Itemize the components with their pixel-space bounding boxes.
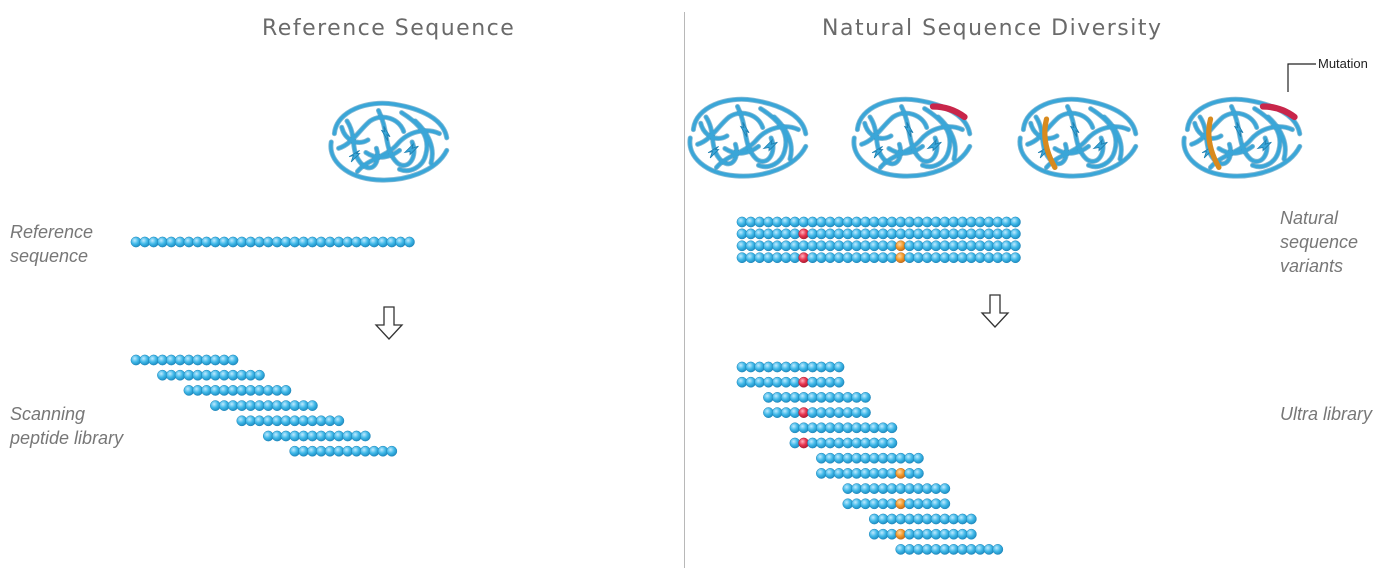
residue-bead <box>939 498 951 510</box>
protein-structure-icon <box>687 96 809 179</box>
protein-structure-icon <box>328 100 450 183</box>
residue-bead <box>1010 240 1021 252</box>
scanning-label-line-1: Scanning <box>10 404 86 424</box>
residue-bead <box>833 361 845 373</box>
residue-bead <box>404 236 415 248</box>
residue-bead <box>913 452 924 464</box>
natural-variants-label: Natural sequence variants <box>1280 206 1358 278</box>
scanning-library-label: Scanning peptide library <box>10 402 123 450</box>
reference-label-line-2: sequence <box>10 246 89 266</box>
residue-bead <box>913 468 924 479</box>
protein-structure-icon <box>1181 96 1303 179</box>
residue-bead <box>359 430 371 442</box>
residue-bead <box>1010 228 1021 240</box>
residue-bead <box>227 354 239 366</box>
reference-title: Reference Sequence <box>262 16 516 41</box>
ultra-library-label: Ultra library <box>1280 404 1373 424</box>
reference-label-line-1: Reference <box>10 222 94 242</box>
variants-label-line-3: variants <box>1280 256 1344 276</box>
variants-label-line-1: Natural <box>1280 208 1339 228</box>
down-arrow-icon <box>374 306 404 340</box>
mutation-label: Mutation <box>1318 56 1368 71</box>
down-arrow-icon <box>980 294 1010 328</box>
residue-bead <box>992 544 1004 555</box>
protein-structure-icon <box>1017 96 1139 179</box>
residue-bead <box>886 422 898 434</box>
residue-bead <box>280 385 292 396</box>
diversity-title: Natural Sequence Diversity <box>822 16 1163 41</box>
residue-bead <box>333 415 345 427</box>
panel-divider <box>684 12 685 568</box>
residue-bead <box>386 445 398 457</box>
mutation-callout-line <box>1287 63 1316 92</box>
residue-bead <box>1010 252 1021 264</box>
residue-bead <box>965 513 977 525</box>
residue-bead <box>886 437 898 449</box>
residue-bead <box>860 392 871 403</box>
scanning-label-line-2: peptide library <box>10 428 124 448</box>
residue-bead <box>1010 216 1021 228</box>
protein-structure-icon <box>851 96 973 179</box>
residue-bead <box>860 407 871 418</box>
residue-bead <box>833 376 845 388</box>
residue-bead <box>254 369 265 381</box>
residue-bead <box>939 483 951 494</box>
reference-sequence-label: Reference sequence <box>10 220 93 268</box>
residue-bead <box>965 528 977 540</box>
residue-bead <box>307 400 318 411</box>
variants-label-line-2: sequence <box>1280 232 1359 252</box>
